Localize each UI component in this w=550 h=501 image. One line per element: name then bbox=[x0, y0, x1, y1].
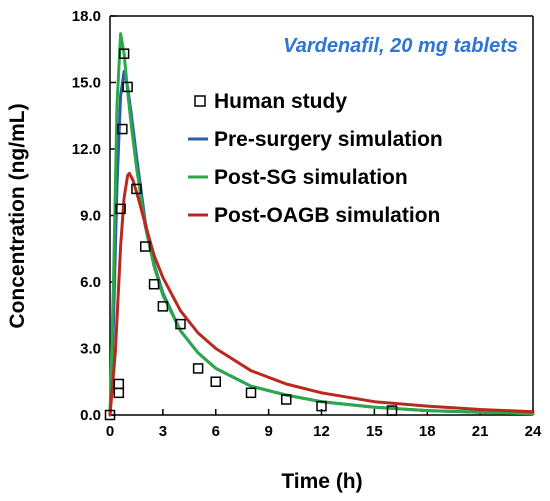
x-tick-label: 6 bbox=[212, 423, 220, 440]
x-tick-label: 9 bbox=[264, 423, 272, 440]
observed-point bbox=[175, 318, 186, 330]
x-tick-label: 12 bbox=[313, 423, 330, 440]
observed-point bbox=[157, 301, 169, 312]
observed-point bbox=[104, 409, 116, 421]
observed-point bbox=[148, 278, 160, 290]
chart-title: Vardenafil, 20 mg tablets bbox=[283, 35, 518, 57]
observed-point bbox=[386, 405, 398, 416]
x-tick-label: 21 bbox=[472, 423, 489, 440]
x-tick-label: 15 bbox=[366, 423, 383, 440]
observed-point bbox=[131, 183, 142, 195]
observed-point bbox=[115, 203, 126, 215]
legend-label-human-study: Human study bbox=[214, 90, 347, 113]
legend: Human study Pre-surgery simulation Post-SG… bbox=[188, 90, 443, 227]
x-tick-label: 18 bbox=[419, 423, 436, 440]
observed-point bbox=[210, 376, 221, 387]
observed-point bbox=[113, 387, 125, 399]
y-tick-label: 15.0 bbox=[72, 75, 101, 92]
observed-point bbox=[113, 378, 125, 390]
observed-point bbox=[118, 48, 130, 59]
observed-point bbox=[117, 123, 128, 135]
y-tick-label: 9.0 bbox=[80, 208, 101, 225]
y-tick-label: 6.0 bbox=[80, 274, 101, 291]
y-tick-label: 0.0 bbox=[80, 407, 101, 424]
legend-marker-human-study bbox=[194, 95, 206, 107]
observed-point bbox=[192, 363, 204, 374]
y-tick-label: 12.0 bbox=[72, 141, 101, 158]
y-tick-label: 18.0 bbox=[72, 8, 101, 25]
x-tick-label: 3 bbox=[159, 423, 167, 440]
y-tick-label: 3.0 bbox=[80, 341, 101, 358]
x-axis-label: Time (h) bbox=[281, 470, 362, 493]
observed-markers bbox=[104, 48, 398, 421]
x-tick-label: 24 bbox=[525, 423, 542, 440]
observed-point bbox=[140, 241, 151, 252]
y-axis-label: Concentration (ng/mL) bbox=[6, 103, 29, 328]
series-line-pre-surgery-simulation bbox=[108, 69, 535, 417]
observed-point bbox=[122, 81, 133, 93]
series-line-post-sg-simulation bbox=[108, 32, 535, 417]
legend-label-post-oagb-simulation: Post-OAGB simulation bbox=[214, 204, 440, 227]
legend-label-post-sg-simulation: Post-SG simulation bbox=[214, 166, 408, 189]
observed-point bbox=[245, 387, 257, 399]
series-lines bbox=[108, 32, 535, 417]
series-line-post-oagb-simulation bbox=[108, 171, 535, 417]
observed-point bbox=[316, 400, 327, 412]
legend-label-pre-surgery-simulation: Pre-surgery simulation bbox=[214, 128, 443, 151]
observed-point bbox=[281, 394, 292, 405]
x-tick-label: 0 bbox=[106, 423, 114, 440]
